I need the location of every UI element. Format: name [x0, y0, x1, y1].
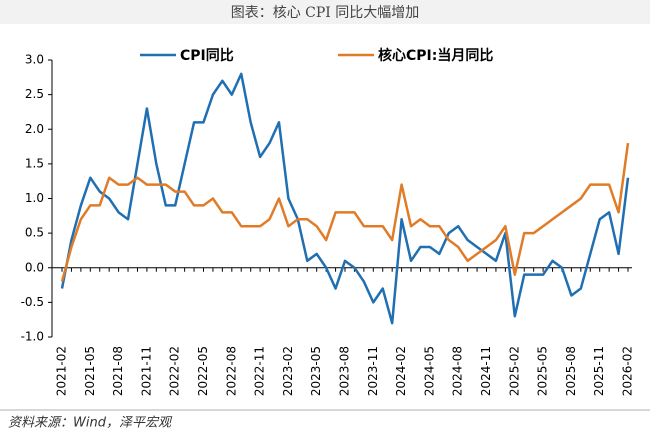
- y-tick-label: 2.5: [25, 87, 44, 101]
- y-tick-label: 3.0: [25, 53, 44, 67]
- x-tick-label: 2023-11: [366, 346, 380, 396]
- y-tick-label: 1.5: [25, 156, 44, 170]
- x-tick-label: 2025-02: [507, 346, 521, 396]
- x-tick-label: 2024-11: [479, 346, 493, 396]
- y-tick-label: 0.0: [25, 260, 44, 274]
- x-tick-label: 2022-02: [168, 346, 182, 396]
- legend-label: 核心CPI:当月同比: [378, 47, 493, 64]
- title-band: [0, 0, 650, 24]
- x-tick-label: 2021-02: [55, 346, 69, 396]
- x-tick-label: 2025-08: [564, 346, 578, 396]
- y-tick-label: -0.5: [21, 295, 44, 309]
- x-tick-label: 2021-11: [139, 346, 153, 396]
- x-tick-label: 2025-11: [592, 346, 606, 396]
- series-line: [60, 72, 630, 325]
- chart-title: 图表：核心 CPI 同比大幅增加: [231, 5, 420, 21]
- x-tick-label: 2024-05: [422, 346, 436, 396]
- series-line: [60, 142, 630, 282]
- x-tick-label: 2021-05: [83, 346, 97, 396]
- x-tick-label: 2022-08: [224, 346, 238, 396]
- y-tick-label: 0.5: [25, 226, 44, 240]
- x-tick-label: 2022-11: [253, 346, 267, 396]
- x-tick-label: 2026-02: [621, 346, 635, 396]
- legend-label: CPI同比: [180, 47, 234, 64]
- x-tick-label: 2022-05: [196, 346, 210, 396]
- source-note: 资料来源：Wind，泽平宏观: [8, 415, 173, 431]
- x-tick-label: 2023-08: [338, 346, 352, 396]
- y-tick-label: 2.0: [25, 122, 44, 136]
- y-tick-label: -1.0: [21, 330, 44, 344]
- x-tick-label: 2025-05: [536, 346, 550, 396]
- y-tick-label: 1.0: [25, 191, 44, 205]
- x-tick-label: 2024-02: [394, 346, 408, 396]
- x-tick-label: 2021-08: [111, 346, 125, 396]
- x-tick-label: 2023-05: [309, 346, 323, 396]
- x-tick-label: 2024-08: [451, 346, 465, 396]
- x-tick-label: 2023-02: [281, 346, 295, 396]
